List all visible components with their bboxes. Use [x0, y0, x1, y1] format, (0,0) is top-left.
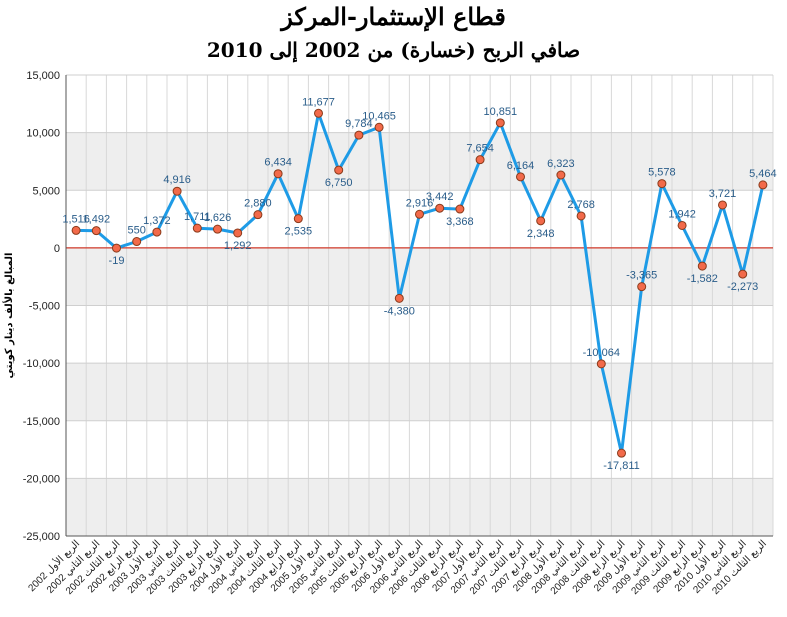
data-point [596, 359, 606, 369]
data-label: -4,380 [384, 305, 415, 317]
data-point [293, 214, 303, 224]
data-label: 2,535 [285, 226, 313, 238]
data-point [273, 169, 283, 179]
data-point [475, 155, 485, 165]
data-label: 1,711 [184, 211, 211, 223]
grid-band [66, 420, 773, 479]
data-point [91, 226, 101, 236]
data-point [394, 293, 404, 303]
data-point [576, 211, 586, 221]
data-label: 5,464 [749, 168, 777, 180]
data-label: 6,434 [264, 157, 292, 169]
data-point [536, 216, 546, 226]
grid-band [66, 247, 773, 306]
y-tick-label: -10,000 [23, 358, 60, 370]
data-point [657, 179, 667, 189]
data-label: 2,348 [527, 228, 555, 240]
data-label: -3,365 [626, 270, 657, 282]
data-label: 2,916 [406, 197, 434, 209]
data-point [354, 130, 364, 140]
data-label: -1,582 [687, 273, 718, 285]
data-label: 6,164 [507, 160, 535, 172]
y-tick-label: 5,000 [32, 185, 60, 197]
data-label: 5,578 [648, 167, 676, 179]
grid-band [66, 132, 773, 191]
data-point [253, 210, 263, 220]
y-tick-label: 10,000 [26, 128, 60, 140]
data-label: -19 [109, 255, 125, 267]
y-tick-label: 0 [54, 243, 60, 255]
data-point [334, 165, 344, 175]
y-tick-label: -5,000 [29, 301, 60, 313]
data-label: 550 [128, 225, 146, 237]
data-point [495, 118, 505, 128]
y-axis-label: المبالغ بالألف دينار كويتي [2, 253, 15, 379]
data-label: 11,677 [302, 96, 335, 108]
data-point [435, 203, 445, 213]
grid-band [66, 75, 773, 133]
y-tick-label: 15,000 [26, 70, 60, 82]
chart-title: قطاع الإستثمار-المركز [281, 2, 506, 31]
data-label: 1,942 [668, 208, 696, 220]
data-label: 7,654 [466, 143, 494, 155]
grid-band [66, 363, 773, 421]
data-point [374, 122, 384, 132]
data-label: 3,442 [426, 191, 454, 203]
data-label: 1,292 [224, 240, 252, 252]
data-label: 9,784 [345, 118, 373, 130]
data-point [738, 269, 748, 279]
data-point [192, 223, 202, 233]
data-label: 1,626 [204, 212, 232, 224]
data-point [314, 108, 323, 118]
data-label: 1,516 [62, 213, 90, 225]
data-label: 3,368 [446, 216, 474, 228]
data-point [152, 227, 162, 237]
data-label: -2,273 [727, 281, 758, 293]
data-point [233, 228, 243, 238]
data-point [758, 180, 768, 190]
data-point [556, 170, 566, 180]
data-label: 2,880 [244, 198, 272, 210]
data-point [112, 243, 121, 253]
grid-band [66, 478, 773, 536]
data-label: 6,323 [547, 158, 575, 170]
data-label: -10,064 [583, 347, 620, 359]
data-label: 1,492 [83, 214, 111, 226]
y-tick-label: -20,000 [23, 473, 60, 485]
data-point [697, 261, 707, 271]
data-label: 1,372 [143, 215, 171, 227]
y-tick-label: -25,000 [23, 531, 60, 543]
data-point [516, 172, 525, 182]
data-point [455, 204, 465, 214]
data-label: 10,465 [362, 110, 396, 122]
data-label: -17,811 [603, 460, 640, 472]
data-label: 3,721 [709, 188, 737, 200]
data-point [172, 186, 182, 196]
y-tick-label: -15,000 [23, 416, 60, 428]
data-point [132, 237, 142, 247]
data-point [617, 448, 626, 458]
grid-band [66, 305, 773, 364]
data-point [213, 224, 222, 234]
data-point [637, 282, 647, 292]
data-label: 2,768 [567, 199, 595, 211]
chart-subtitle: صافي الربح (خسارة) من 2002 إلى 2010 [206, 38, 581, 62]
data-point [415, 209, 424, 219]
data-label: 10,851 [483, 106, 517, 118]
data-point [677, 220, 687, 230]
data-label: 6,750 [325, 177, 353, 189]
data-label: 4,916 [163, 174, 191, 186]
data-point [71, 225, 81, 235]
data-point [718, 200, 727, 210]
